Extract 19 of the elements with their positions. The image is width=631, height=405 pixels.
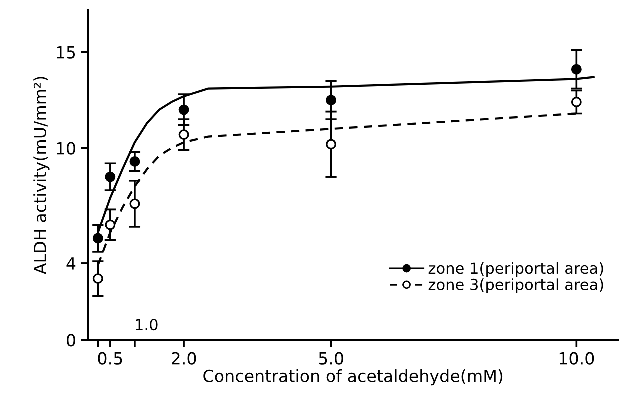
y-axis-title: ALDH activity(mU/mm²)	[34, 77, 50, 275]
x-tick-label: 2.0	[172, 352, 196, 365]
x-tick-label: 10.0	[560, 352, 594, 365]
point	[178, 104, 190, 116]
annotation: 1.0	[136, 319, 158, 331]
point	[326, 95, 336, 106]
point	[571, 64, 582, 75]
y-tick-label: 0	[67, 334, 76, 347]
legend-label: zone 3(periportal area)	[428, 278, 604, 294]
y-tick-label: 10	[57, 142, 76, 155]
x-tick-label: 0.5	[98, 352, 122, 365]
point	[105, 172, 116, 182]
point	[92, 233, 104, 244]
point	[130, 156, 140, 167]
legend-label: zone 1(periportal area)	[428, 262, 604, 278]
x-tick-label: 5.0	[319, 352, 344, 365]
x-axis-title: Concentration of acetaldehyde(mM)	[204, 370, 503, 386]
y-tick-label: 15	[57, 46, 76, 59]
y-tick-label: 4	[66, 258, 76, 270]
